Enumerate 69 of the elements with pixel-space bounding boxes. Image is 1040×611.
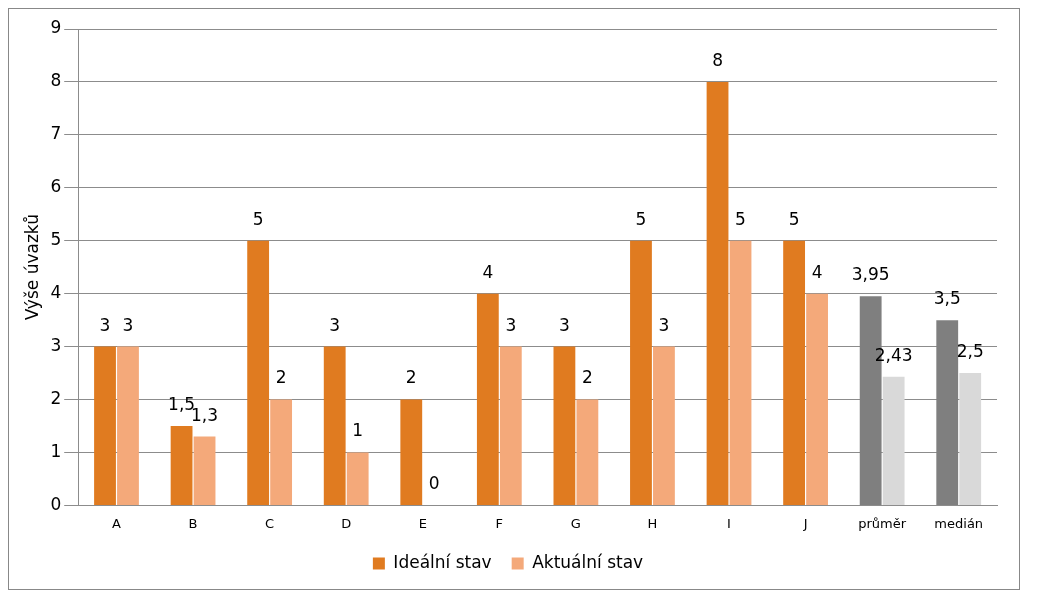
data-label: 4 — [811, 261, 823, 282]
bar — [346, 452, 369, 505]
data-label: 3,95 — [851, 264, 890, 285]
data-label: 2,5 — [956, 340, 984, 361]
data-label: 3 — [558, 314, 570, 335]
y-axis-title: Výše úvazků — [21, 214, 42, 321]
data-label: 0 — [428, 473, 440, 494]
bar — [576, 399, 599, 505]
bar — [117, 346, 139, 505]
data-label: 3 — [329, 314, 341, 335]
y-tick-label: 0 — [50, 493, 62, 514]
data-label: 2 — [581, 367, 593, 388]
x-tick-label: F — [495, 515, 504, 531]
x-tick-label: D — [341, 515, 352, 531]
y-tick-label: 8 — [50, 70, 62, 91]
data-label: 3 — [505, 314, 517, 335]
data-label: 3 — [99, 314, 111, 335]
x-tick-label: průměr — [858, 515, 907, 531]
data-label: 8 — [712, 49, 723, 70]
bar — [783, 240, 806, 505]
y-tick-label: 9 — [50, 17, 62, 38]
bar — [706, 81, 729, 505]
y-tick-label: 5 — [50, 229, 62, 250]
legend-label: Ideální stav — [393, 551, 492, 572]
bar — [170, 426, 193, 505]
data-label: 5 — [735, 208, 746, 229]
x-tick-label: medián — [934, 515, 984, 531]
x-tick-label: J — [802, 515, 808, 531]
data-label: 5 — [252, 208, 264, 229]
x-tick-label: C — [265, 515, 275, 531]
bar — [193, 436, 216, 505]
data-label: 1 — [352, 420, 364, 441]
bar — [499, 346, 522, 505]
bar — [94, 346, 116, 505]
y-tick-label: 1 — [50, 440, 62, 461]
data-label: 5 — [788, 208, 800, 229]
bar — [630, 240, 652, 505]
bar — [882, 376, 905, 505]
x-tick-label: G — [570, 515, 581, 531]
bar — [247, 240, 270, 505]
data-label: 4 — [482, 261, 494, 282]
x-tick-label: H — [647, 515, 658, 531]
bar — [553, 346, 576, 505]
bar — [959, 373, 982, 505]
data-label: 2 — [275, 367, 287, 388]
bar — [729, 240, 752, 505]
data-label: 3 — [122, 314, 134, 335]
data-label: 3 — [658, 314, 670, 335]
x-tick-label: A — [112, 515, 122, 531]
y-tick-label: 2 — [50, 387, 62, 408]
bar — [936, 320, 959, 505]
y-tick-label: 6 — [50, 176, 62, 197]
y-tick-label: 4 — [50, 282, 62, 303]
legend-label: Aktuální stav — [532, 551, 644, 572]
bar — [806, 293, 828, 505]
data-label: 5 — [635, 208, 647, 229]
x-tick-label: E — [418, 515, 427, 531]
bar — [653, 346, 675, 505]
x-tick-label: B — [188, 515, 198, 531]
data-label: 2,43 — [874, 344, 913, 365]
y-tick-label: 7 — [50, 123, 62, 144]
bar — [476, 293, 499, 505]
bar — [400, 399, 423, 505]
bar — [323, 346, 346, 505]
data-label: 3,5 — [933, 288, 961, 309]
bar — [270, 399, 293, 505]
y-tick-label: 3 — [50, 335, 62, 356]
data-label: 2 — [405, 367, 417, 388]
x-tick-label: I — [727, 515, 731, 531]
